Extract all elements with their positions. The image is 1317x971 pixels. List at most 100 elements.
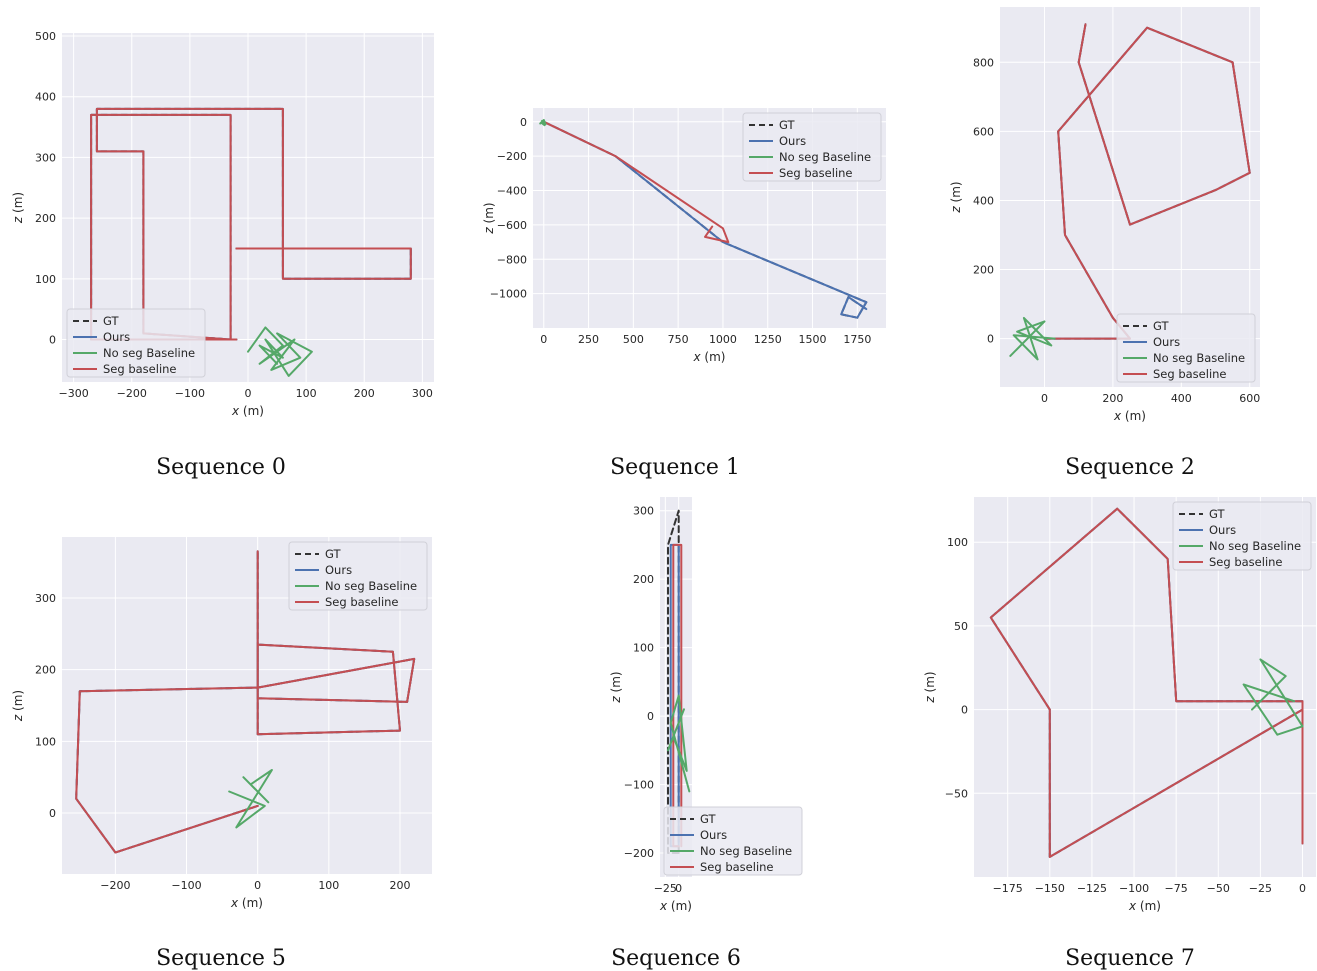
legend-label: No seg Baseline: [779, 150, 871, 164]
chart-caption: Sequence 6: [611, 946, 741, 971]
x-tick-label: −200: [117, 387, 147, 400]
y-axis-label: z (m): [482, 202, 496, 234]
y-tick-label: 0: [49, 334, 56, 347]
x-tick-label: 0: [1299, 882, 1306, 895]
legend-label: Seg baseline: [779, 166, 853, 180]
y-axis-label: z (m): [949, 181, 963, 213]
y-tick-label: 100: [35, 735, 56, 748]
chart-caption: Sequence 2: [1065, 455, 1195, 480]
chart-caption: Sequence 0: [156, 455, 286, 480]
legend-label: GT: [103, 314, 120, 328]
series-line-no-seg-baseline: [1242, 658, 1304, 736]
x-tick-label: −100: [171, 879, 201, 892]
x-tick-label: 0: [245, 387, 252, 400]
y-tick-label: 100: [947, 536, 968, 549]
y-tick-label: 0: [961, 704, 968, 717]
legend-label: No seg Baseline: [103, 346, 195, 360]
legend-label: GT: [700, 812, 717, 826]
y-tick-label: 300: [633, 505, 654, 518]
legend-label: Seg baseline: [1209, 555, 1283, 569]
y-tick-label: 300: [35, 592, 56, 605]
y-tick-label: 200: [35, 212, 56, 225]
y-axis-label: z (m): [923, 671, 937, 703]
chart-panel: 0 200 400 600 0 200 400 600 800 x (m) z (m) GT Ours N…: [949, 7, 1260, 480]
x-tick-label: 0: [254, 879, 261, 892]
legend-label: GT: [325, 547, 342, 561]
y-tick-label: −50: [945, 787, 968, 800]
y-tick-label: −800: [497, 253, 527, 266]
chart-panel: −300 −200 −100 0 100 200 300 0 100 200 300 400 500 x …: [11, 30, 434, 480]
x-axis-label: x (m): [693, 350, 726, 364]
x-tick-label: −50: [1207, 882, 1230, 895]
x-tick-label: 0: [540, 333, 547, 346]
x-tick-label: 100: [318, 879, 339, 892]
legend-label: Seg baseline: [103, 362, 177, 376]
y-tick-label: 400: [973, 194, 994, 207]
x-tick-label: 0: [675, 882, 682, 895]
x-axis-label: x (m): [659, 899, 692, 913]
x-tick-label: 200: [389, 879, 410, 892]
y-axis-label: z (m): [11, 192, 25, 224]
y-axis-label: z (m): [609, 671, 623, 703]
legend: GT Ours No seg Baseline Seg baseline: [663, 806, 803, 876]
x-axis-label: x (m): [1113, 409, 1146, 423]
legend-box: [742, 112, 882, 182]
y-tick-label: 800: [973, 56, 994, 69]
legend-box: [1172, 501, 1312, 571]
y-tick-label: 600: [973, 125, 994, 138]
series-line-seg-baseline: [90, 107, 412, 341]
series-line-no-seg-baseline: [667, 694, 691, 793]
chart-panel: 0 250 500 750 1000 1250 1500 1750 0 −200 −400 −600 −…: [482, 108, 886, 480]
x-tick-label: 1750: [843, 333, 871, 346]
chart-caption: Sequence 1: [610, 455, 740, 480]
series-line-seg-baseline: [75, 550, 416, 854]
series-line-no-seg-baseline: [228, 769, 273, 829]
x-tick-label: −25: [1249, 882, 1272, 895]
legend: GT Ours No seg Baseline Seg baseline: [1172, 501, 1312, 571]
x-axis-label: x (m): [230, 896, 263, 910]
x-tick-label: −200: [100, 879, 130, 892]
legend-label: Ours: [700, 828, 727, 842]
chart-panel: −200 −100 0 100 200 0 100 200 300 x (m) z (m) GT Our…: [11, 537, 432, 971]
legend-box: [288, 541, 428, 611]
y-tick-label: −600: [497, 219, 527, 232]
legend-label: GT: [1153, 319, 1170, 333]
legend-label: Seg baseline: [700, 860, 774, 874]
series-line-no-seg-baseline: [1009, 316, 1056, 361]
y-tick-label: 0: [49, 807, 56, 820]
legend-label: Ours: [325, 563, 352, 577]
y-tick-label: 100: [35, 273, 56, 286]
legend-label: Seg baseline: [325, 595, 399, 609]
y-tick-label: 200: [35, 664, 56, 677]
legend: GT Ours No seg Baseline Seg baseline: [742, 112, 882, 182]
y-tick-label: −200: [624, 847, 654, 860]
x-tick-label: 1000: [709, 333, 737, 346]
legend-label: No seg Baseline: [325, 579, 417, 593]
y-tick-label: −1000: [490, 288, 527, 301]
x-tick-label: −300: [59, 387, 89, 400]
x-tick-label: 100: [296, 387, 317, 400]
y-tick-label: −400: [497, 185, 527, 198]
y-tick-label: 0: [647, 710, 654, 723]
series-line-ours: [542, 120, 868, 319]
y-tick-label: −100: [624, 779, 654, 792]
legend-label: Ours: [1153, 335, 1180, 349]
x-tick-label: 1500: [799, 333, 827, 346]
x-axis-label: x (m): [1128, 899, 1161, 913]
x-tick-label: −25: [654, 882, 677, 895]
y-tick-label: 100: [633, 642, 654, 655]
y-tick-label: 50: [954, 620, 968, 633]
y-tick-label: 500: [35, 30, 56, 43]
legend-label: Seg baseline: [1153, 367, 1227, 381]
legend-label: Ours: [779, 134, 806, 148]
legend-label: Ours: [1209, 523, 1236, 537]
y-tick-label: 200: [633, 573, 654, 586]
legend-label: No seg Baseline: [700, 844, 792, 858]
x-tick-label: 0: [1041, 392, 1048, 405]
x-tick-label: −75: [1165, 882, 1188, 895]
x-tick-label: 200: [354, 387, 375, 400]
legend-label: No seg Baseline: [1153, 351, 1245, 365]
y-tick-label: 200: [973, 264, 994, 277]
